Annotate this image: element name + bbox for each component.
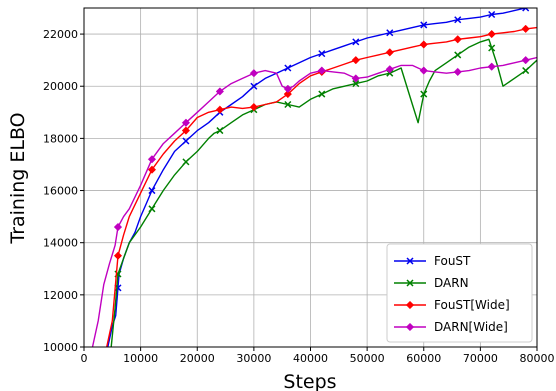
legend-label: DARN[Wide]: [434, 320, 508, 334]
data-point: [352, 80, 360, 88]
series-line: [106, 26, 537, 347]
data-point: [249, 102, 259, 112]
x-tick-label: 40000: [293, 352, 328, 365]
data-point: [488, 10, 496, 19]
legend-swatch-marker: [406, 279, 414, 287]
legend-swatch-marker: [406, 257, 414, 265]
series-line: [91, 56, 537, 347]
data-point: [386, 29, 394, 37]
data-point: [284, 64, 292, 72]
data-point: [113, 222, 123, 232]
x-axis-label: Steps: [283, 371, 336, 391]
data-point: [351, 56, 360, 65]
y-tick-label: 20000: [43, 80, 78, 93]
data-point: [419, 40, 428, 49]
legend: FouST DARN FouST[Wide] DARN[Wide]: [386, 243, 533, 343]
legend-item: DARN: [394, 276, 469, 290]
data-point: [147, 165, 157, 174]
x-tick-label: 80000: [520, 352, 555, 365]
data-point: [215, 87, 225, 96]
y-axis-label: Training ELBO: [7, 112, 29, 244]
legend-label: FouST: [434, 254, 471, 268]
data-point: [487, 62, 496, 71]
legend-item: DARN[Wide]: [394, 320, 508, 334]
legend-item: FouST[Wide]: [394, 298, 510, 312]
x-tick-label: 10000: [123, 352, 158, 365]
data-point: [181, 126, 191, 135]
data-point: [420, 90, 428, 98]
data-point: [216, 127, 224, 135]
y-tick-label: 10000: [43, 341, 78, 354]
data-point: [148, 187, 156, 195]
legend-box: [386, 243, 533, 343]
data-point: [351, 74, 360, 83]
legend-label: FouST[Wide]: [434, 298, 510, 312]
data-point: [215, 105, 225, 114]
data-point: [250, 82, 258, 90]
y-tick-label: 18000: [43, 132, 78, 145]
data-point: [283, 89, 293, 99]
data-point: [454, 16, 462, 24]
x-tick-label: 30000: [236, 352, 271, 365]
data-point: [522, 8, 530, 12]
data-point: [385, 48, 394, 57]
data-point: [352, 38, 360, 46]
data-point: [249, 69, 259, 78]
series-0: [107, 8, 530, 347]
x-tick-label: 20000: [180, 352, 215, 365]
y-tick-label: 14000: [43, 237, 78, 250]
data-point: [453, 67, 462, 77]
x-tick-label: 60000: [406, 352, 441, 365]
data-point: [488, 44, 496, 52]
legend-item: FouST: [394, 254, 471, 268]
series-layer: [91, 8, 537, 347]
data-point: [113, 251, 123, 260]
data-point: [283, 84, 293, 93]
x-tick-label: 70000: [463, 352, 498, 365]
data-point: [385, 65, 394, 74]
data-point: [453, 35, 462, 44]
data-point: [147, 155, 157, 164]
data-point: [420, 21, 428, 29]
series-3: [91, 56, 537, 347]
ticks: 0 10000 20000 30000 40000 50000 60000 70000 8000…: [43, 28, 555, 365]
y-tick-label: 16000: [43, 185, 78, 198]
y-tick-label: 12000: [43, 289, 78, 302]
data-point: [182, 137, 190, 145]
data-point: [148, 205, 156, 213]
data-point: [419, 66, 428, 75]
x-tick-label: 50000: [350, 352, 385, 365]
data-point: [317, 66, 326, 75]
data-point: [487, 29, 496, 39]
y-tick-label: 22000: [43, 28, 78, 41]
data-point: [522, 67, 530, 75]
legend-swatch-marker: [405, 322, 415, 332]
data-point: [182, 158, 190, 166]
legend-label: DARN: [434, 276, 469, 290]
legend-swatch-marker: [405, 300, 415, 310]
x-tick-label: 0: [81, 352, 88, 365]
data-point: [318, 50, 326, 58]
data-point: [521, 24, 530, 34]
data-point: [454, 51, 462, 59]
data-point: [284, 100, 292, 109]
data-point: [521, 56, 530, 65]
data-point: [181, 118, 191, 127]
data-point: [318, 90, 326, 98]
